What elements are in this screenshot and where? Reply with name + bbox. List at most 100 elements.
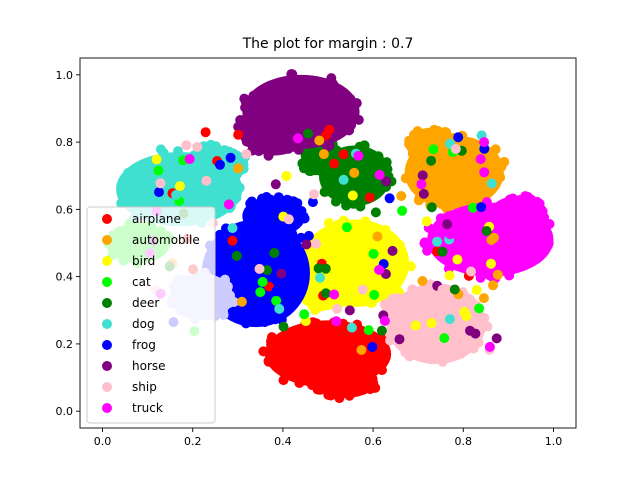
point-airplane	[377, 365, 387, 376]
point-cat	[218, 298, 229, 309]
cluster-airplane	[311, 359, 381, 404]
point-stray-deer	[376, 325, 387, 336]
point-horse	[304, 115, 315, 126]
point-stray-frog	[303, 230, 314, 241]
point-frog	[262, 201, 273, 212]
point-stray-frog	[367, 342, 378, 352]
point-horse	[292, 104, 303, 115]
point-stray-cat	[153, 165, 164, 176]
point-truck	[531, 210, 542, 221]
point-stray-bird	[426, 318, 437, 329]
point-stray-frog	[225, 152, 236, 163]
point-bird	[405, 261, 416, 272]
point-stray-ship	[201, 175, 212, 186]
point-stray-automobile	[349, 167, 360, 178]
cluster-automobile	[404, 124, 457, 161]
point-stray-ship	[332, 303, 342, 314]
point-stray-frog	[307, 197, 318, 208]
point-stray-frog	[154, 187, 164, 198]
point-automobile	[437, 164, 448, 175]
point-truck	[501, 220, 512, 231]
point-frog	[248, 239, 259, 250]
point-truck	[513, 202, 524, 213]
point-frog	[293, 269, 304, 280]
y-tick-label: 0.0	[56, 405, 74, 418]
point-bird	[390, 283, 401, 294]
point-bird	[323, 298, 334, 309]
point-stray-airplane	[329, 158, 340, 169]
legend-label-deer: deer	[132, 296, 159, 310]
point-stray-truck	[475, 154, 486, 165]
point-horse	[351, 98, 362, 109]
point-stray-bird	[410, 320, 421, 331]
legend-marker-frog	[102, 340, 112, 350]
point-stray-cat	[397, 205, 408, 216]
x-tick-label: 0.2	[184, 435, 202, 448]
point-airplane	[325, 390, 336, 401]
point-bird	[386, 235, 397, 246]
point-truck	[457, 241, 468, 252]
point-truck	[504, 270, 515, 281]
legend-marker-horse	[102, 361, 112, 371]
point-automobile	[496, 161, 507, 172]
point-frog	[230, 309, 241, 320]
point-dog	[192, 149, 203, 160]
legend: airplane automobile bird cat deer dog frog hors…	[86, 206, 216, 424]
point-horse	[241, 136, 252, 147]
axes-layer: 0.0 0.2 0.4 0.6 0.8 1.0 0.0 0.2 0.4 0.6 0.8 1.0	[56, 69, 563, 448]
point-airplane	[343, 332, 354, 343]
point-airplane	[346, 376, 357, 387]
point-ship	[400, 347, 411, 358]
point-stray-truck	[479, 167, 490, 178]
point-dog	[213, 174, 224, 185]
y-tick-label: 0.6	[56, 203, 74, 216]
point-horse	[253, 146, 264, 157]
point-stray-dog	[171, 189, 182, 200]
point-stray-horse	[344, 305, 355, 316]
point-airplane	[323, 370, 334, 381]
legend-label-bird: bird	[132, 254, 155, 268]
point-frog	[299, 213, 310, 224]
y-tick-label: 0.2	[56, 338, 74, 351]
point-truck	[518, 222, 529, 233]
point-automobile	[422, 136, 433, 147]
point-stray-truck	[416, 179, 427, 190]
point-automobile	[433, 183, 444, 194]
point-stray-dog	[274, 303, 285, 314]
point-stray-ship	[311, 238, 322, 249]
point-stray-bird	[486, 258, 496, 269]
point-airplane	[294, 357, 305, 368]
point-airplane	[369, 349, 380, 360]
point-ship	[411, 301, 422, 312]
y-tick-label: 1.0	[56, 69, 74, 82]
point-dog	[116, 198, 127, 209]
point-automobile	[433, 173, 444, 183]
point-stray-horse	[491, 333, 502, 344]
point-deer	[315, 158, 326, 169]
point-stray-ship	[466, 266, 476, 277]
point-stray-ship	[241, 149, 252, 160]
legend-label-airplane: airplane	[132, 212, 181, 226]
x-tick-label: 1.0	[545, 435, 563, 448]
point-airplane	[357, 333, 368, 344]
point-stray-automobile	[396, 191, 407, 201]
point-stray-automobile	[489, 232, 499, 243]
point-ship	[462, 340, 473, 351]
point-deer	[307, 152, 318, 163]
point-frog	[245, 198, 256, 209]
point-horse	[242, 104, 253, 115]
point-stray-horse	[276, 268, 287, 279]
point-stray-airplane	[227, 235, 238, 246]
point-airplane	[330, 361, 341, 372]
point-ship	[479, 313, 490, 323]
point-stray-bird	[151, 154, 162, 165]
point-stray-horse	[301, 239, 312, 250]
point-stray-bird	[421, 216, 432, 227]
point-stray-deer	[426, 155, 437, 166]
point-stray-airplane	[200, 127, 211, 138]
legend-marker-airplane	[102, 214, 112, 224]
point-deer	[330, 185, 341, 196]
point-stray-truck	[223, 199, 234, 210]
point-airplane	[281, 368, 291, 379]
point-stray-deer	[481, 226, 492, 236]
